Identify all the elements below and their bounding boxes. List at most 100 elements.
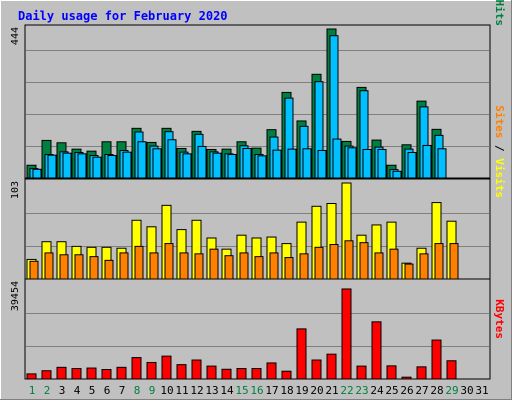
bar-kbytes-day-14 xyxy=(221,368,232,380)
x-tick-day-9: 9 xyxy=(149,384,156,397)
bar-sites-day-15 xyxy=(239,252,249,280)
bar-pages-day-6 xyxy=(107,155,117,179)
bar-kbytes-day-12 xyxy=(191,359,202,380)
graph-title: Daily usage for February 2020 xyxy=(18,9,228,23)
y-tick-max-hits: 444 xyxy=(10,27,21,45)
x-tick-day-7: 7 xyxy=(119,384,126,397)
bar-pages-day-10 xyxy=(167,139,177,179)
bar-sites-day-28 xyxy=(434,243,444,280)
bar-sites-day-4 xyxy=(74,254,84,280)
bar-kbytes-day-22 xyxy=(341,288,352,380)
bar-sites-day-3 xyxy=(59,254,69,280)
bar-pages-day-28 xyxy=(437,148,447,179)
series-label-hits: Hits xyxy=(493,0,506,26)
bar-pages-day-9 xyxy=(152,148,162,179)
bar-kbytes-day-15 xyxy=(236,368,247,380)
panel-3-frame xyxy=(24,278,491,380)
bar-kbytes-day-13 xyxy=(206,365,217,380)
bar-pages-day-1 xyxy=(32,168,42,179)
bar-kbytes-day-20 xyxy=(311,359,322,380)
bar-sites-day-20 xyxy=(314,246,324,280)
bar-kbytes-day-1 xyxy=(26,373,37,380)
bar-sites-day-10 xyxy=(164,243,174,280)
x-tick-day-11: 11 xyxy=(175,384,188,397)
x-tick-day-30: 30 xyxy=(460,384,473,397)
bar-kbytes-day-11 xyxy=(176,364,187,380)
bar-sites-day-9 xyxy=(149,252,159,280)
x-tick-day-13: 13 xyxy=(205,384,218,397)
series-label-kbytes: KBytes xyxy=(493,299,506,339)
bar-sites-day-21 xyxy=(329,244,339,280)
bar-sites-day-8 xyxy=(134,245,144,280)
bar-sites-day-1 xyxy=(29,260,39,280)
bar-kbytes-day-2 xyxy=(41,370,52,380)
bar-kbytes-day-29 xyxy=(446,360,457,380)
bar-sites-day-2 xyxy=(44,252,54,280)
bar-pages-day-16 xyxy=(257,155,267,179)
bar-pages-day-8 xyxy=(137,141,147,179)
bar-kbytes-day-24 xyxy=(371,321,382,380)
bar-pages-day-2 xyxy=(47,154,57,179)
bar-kbytes-day-9 xyxy=(146,361,157,380)
bar-kbytes-day-10 xyxy=(161,355,172,380)
bar-pages-day-14 xyxy=(227,154,237,179)
x-tick-day-18: 18 xyxy=(280,384,293,397)
x-tick-day-22: 22 xyxy=(340,384,353,397)
bar-sites-day-29 xyxy=(449,243,459,280)
x-tick-day-28: 28 xyxy=(430,384,443,397)
x-tick-day-16: 16 xyxy=(250,384,263,397)
series-label-panel-3: KBytes xyxy=(493,299,506,339)
bar-sites-day-23 xyxy=(359,242,369,280)
bar-pages-day-21 xyxy=(332,138,342,179)
bar-pages-day-25 xyxy=(392,170,402,179)
bar-sites-day-22 xyxy=(344,240,354,280)
x-tick-day-24: 24 xyxy=(370,384,384,397)
bar-pages-day-19 xyxy=(302,148,312,179)
bar-sites-day-26 xyxy=(404,263,414,280)
series-label-visits: Visits xyxy=(493,158,506,198)
bar-kbytes-day-19 xyxy=(296,328,307,380)
y-tick-max-visits: 103 xyxy=(10,181,21,199)
bar-sites-day-5 xyxy=(89,256,99,280)
bar-sites-day-19 xyxy=(299,253,309,280)
bar-sites-day-24 xyxy=(374,252,384,280)
x-tick-day-23: 23 xyxy=(355,384,368,397)
x-tick-day-29: 29 xyxy=(445,384,458,397)
bar-pages-day-23 xyxy=(362,148,372,179)
bar-kbytes-day-3 xyxy=(56,366,67,380)
bar-kbytes-day-25 xyxy=(386,365,397,380)
bar-kbytes-day-27 xyxy=(416,366,427,380)
bar-pages-day-15 xyxy=(242,147,252,179)
bar-pages-day-13 xyxy=(212,152,222,179)
bar-sites-day-12 xyxy=(194,253,204,280)
x-tick-day-2: 2 xyxy=(44,384,51,397)
bar-sites-day-6 xyxy=(104,259,114,280)
bar-kbytes-day-18 xyxy=(281,370,292,380)
x-tick-day-1: 1 xyxy=(29,384,36,397)
bar-kbytes-day-5 xyxy=(86,367,97,380)
x-tick-day-21: 21 xyxy=(325,384,338,397)
bar-pages-day-24 xyxy=(377,148,387,179)
x-tick-day-10: 10 xyxy=(160,384,173,397)
bar-sites-day-17 xyxy=(269,252,279,280)
bar-sites-day-7 xyxy=(119,252,129,280)
x-tick-day-12: 12 xyxy=(190,384,203,397)
bar-kbytes-day-16 xyxy=(251,368,262,380)
x-tick-day-4: 4 xyxy=(74,384,81,397)
x-tick-day-15: 15 xyxy=(235,384,248,397)
bar-sites-day-27 xyxy=(419,253,429,280)
bar-pages-day-3 xyxy=(62,152,72,179)
x-tick-day-27: 27 xyxy=(415,384,428,397)
x-tick-day-19: 19 xyxy=(295,384,308,397)
x-tick-day-5: 5 xyxy=(89,384,96,397)
x-tick-day-6: 6 xyxy=(104,384,111,397)
x-tick-day-20: 20 xyxy=(310,384,323,397)
bar-pages-day-5 xyxy=(92,156,102,179)
series-label-sites: Sites xyxy=(493,105,506,138)
series-label-panel-1: Pages / Files / Hits xyxy=(493,0,506,26)
bar-kbytes-day-28 xyxy=(431,339,442,380)
bar-sites-day-16 xyxy=(254,256,264,280)
bar-sites-day-11 xyxy=(179,252,189,280)
x-tick-day-26: 26 xyxy=(400,384,413,397)
